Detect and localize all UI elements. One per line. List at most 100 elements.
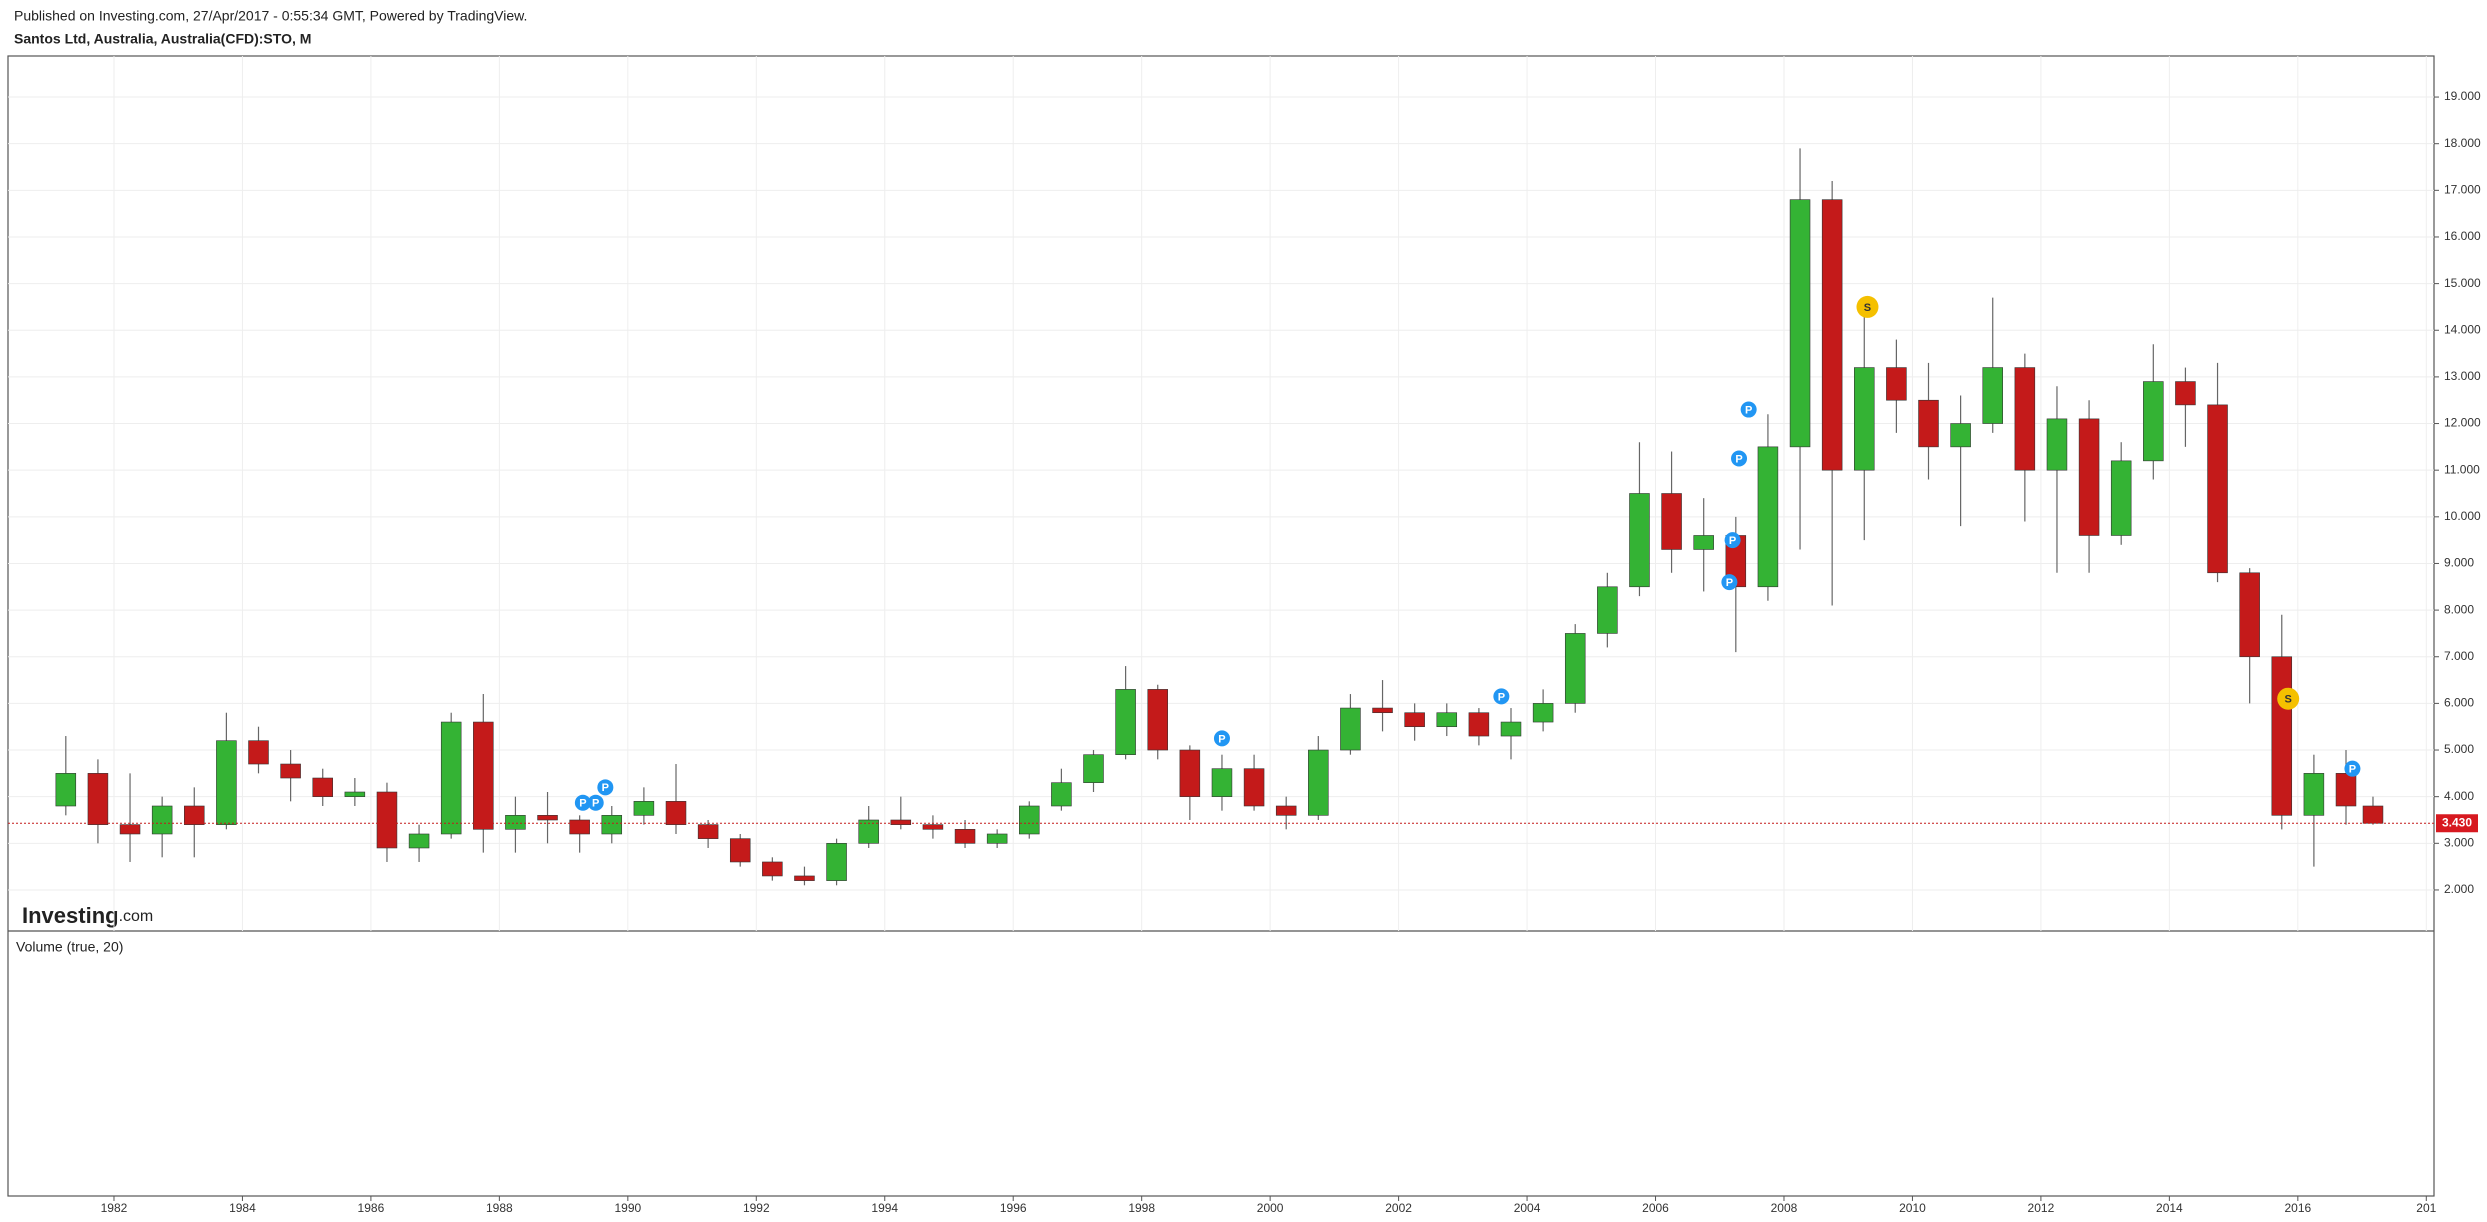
x-tick-label: 2004 [1514,1201,1541,1215]
candle-body [794,875,815,881]
y-tick-label: 9.000 [2444,556,2474,570]
x-tick-label: 2016 [2284,1201,2311,1215]
candle-body [440,721,462,835]
candle-body [1275,805,1297,816]
candle-body [633,801,655,816]
x-tick-label: 2000 [1257,1201,1284,1215]
x-tick-label: 1988 [486,1201,513,1215]
y-tick-label: 17.000 [2444,183,2481,197]
y-tick-label: 10.000 [2444,509,2481,523]
watermark-bold: Investing [22,903,119,928]
candle-body [1950,423,1971,448]
candle-body [2362,805,2384,824]
x-tick-label: 1990 [614,1201,641,1215]
event-marker [587,794,604,811]
x-tick-label: 201 [2416,1201,2436,1215]
event-label: P [1726,577,1733,589]
x-tick-label: 2012 [2028,1201,2055,1215]
x-tick-label: 1992 [743,1201,770,1215]
event-label: P [2349,764,2356,776]
candle-body [1693,535,1714,550]
event-label: P [1735,453,1742,465]
candle-body [344,791,366,797]
y-tick-label: 6.000 [2444,696,2474,710]
candle-body [1918,399,1939,448]
watermark-rest: .com [119,908,154,925]
candle-body [1789,199,1811,448]
candle-body [280,763,301,779]
y-tick-label: 11.000 [2444,462,2480,476]
event-label: P [592,798,599,810]
event-label: P [1745,404,1752,416]
candle-body [1854,367,1875,471]
candle-body [1597,586,1618,634]
candle-body [2175,381,2196,406]
candle-body [537,815,558,821]
symbol-title: Santos Ltd, Australia, Australia(CFD):ST… [14,31,311,47]
candle-body [954,829,976,844]
candle-body [1629,493,1650,588]
candle-body [1179,749,1201,797]
split-event [1856,295,1879,318]
last-price-label: 3.430 [2442,815,2472,829]
event-marker [1213,730,1230,747]
candle-body [569,819,590,835]
candle-body [1468,712,1490,737]
candle-body [1211,768,1233,797]
x-tick-label: 2010 [1899,1201,1926,1215]
candle-body [1308,749,1329,816]
candle-body [826,843,847,881]
candle-body [2110,460,2132,536]
candle-body [1340,707,1361,751]
event-marker [2344,760,2361,777]
y-tick-label: 14.000 [2444,322,2481,336]
event-label: P [1218,733,1225,745]
candle-body [2207,404,2228,574]
candle-body [55,773,77,807]
x-tick-label: 1982 [101,1201,128,1215]
volume-title: Volume (true, 20) [16,939,123,955]
candle-body [1019,805,1040,835]
y-tick-label: 3.000 [2444,835,2474,849]
candle-body [1404,712,1425,728]
candle-body [87,773,109,825]
candle-body [1821,199,1843,471]
x-tick-label: 1996 [1000,1201,1027,1215]
y-tick-label: 19.000 [2444,89,2481,103]
candle-body [2335,773,2357,807]
candle-body [1372,707,1393,714]
event-label: P [1498,691,1505,703]
x-tick-label: 2006 [1642,1201,1669,1215]
candle-body [1083,754,1104,783]
candle-body [1564,633,1586,704]
candle-body [2271,656,2293,816]
candle-body [1051,782,1072,807]
published-note: Published on Investing.com, 27/Apr/2017 … [14,8,527,24]
y-tick-label: 5.000 [2444,742,2474,756]
candle-body [184,805,205,825]
split-event [2277,687,2300,710]
candle-body [216,740,237,825]
candle-body [986,833,1008,844]
x-tick-label: 2008 [1771,1201,1798,1215]
y-tick-label: 13.000 [2444,369,2481,383]
candle-body [376,791,398,849]
event-marker [1731,450,1748,467]
y-tick-label: 16.000 [2444,229,2481,243]
candle-body [1982,367,2003,424]
x-tick-label: 1998 [1128,1201,1155,1215]
x-tick-label: 1986 [358,1201,385,1215]
candle-body [729,838,751,863]
candle-body [312,777,333,797]
candle-body [248,740,269,765]
candle-body [1115,689,1136,755]
x-tick-label: 2014 [2156,1201,2183,1215]
candle-body [2078,418,2100,536]
candle-body [505,815,526,830]
y-tick-label: 8.000 [2444,602,2474,616]
event-marker [597,779,614,796]
event-marker [1740,401,1757,418]
candle-body [858,819,879,844]
candle-body [2239,572,2260,658]
